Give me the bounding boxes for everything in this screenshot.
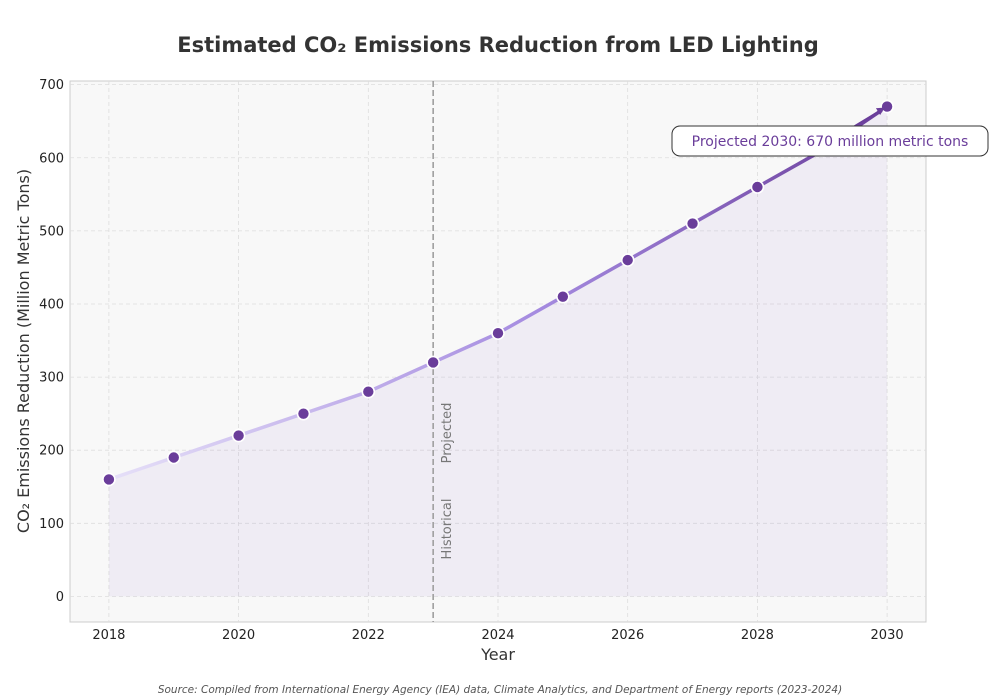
x-tick-labels: 2018 2020 2022 2024 2026 2028 2030 [92, 628, 903, 643]
source-note: Source: Compiled from International Ener… [158, 684, 842, 696]
data-point-2030 [881, 101, 893, 113]
data-point-2025 [557, 291, 569, 303]
y-tick-label: 100 [39, 517, 64, 532]
x-tick-label: 2020 [222, 628, 255, 643]
y-tick-label: 300 [39, 371, 64, 386]
y-tick-label: 200 [39, 444, 64, 459]
data-point-2023 [427, 356, 439, 368]
x-tick-label: 2028 [741, 628, 774, 643]
historical-label: Historical [440, 499, 455, 560]
data-point-2018 [103, 473, 115, 485]
data-point-2027 [687, 218, 699, 230]
y-tick-label: 0 [56, 590, 64, 605]
x-tick-label: 2030 [871, 628, 904, 643]
x-tick-label: 2018 [92, 628, 125, 643]
y-tick-label: 400 [39, 297, 64, 312]
y-tick-label: 500 [39, 224, 64, 239]
y-tick-label: 600 [39, 151, 64, 166]
data-point-2028 [751, 181, 763, 193]
x-axis-label: Year [480, 645, 515, 664]
y-axis-label: CO₂ Emissions Reduction (Million Metric … [14, 169, 33, 533]
chart-title: Estimated CO₂ Emissions Reduction from L… [177, 33, 818, 57]
data-point-2024 [492, 327, 504, 339]
data-point-2026 [622, 254, 634, 266]
projected-label: Projected [440, 403, 455, 464]
x-tick-label: 2024 [481, 628, 514, 643]
data-point-2021 [297, 408, 309, 420]
annotation-text: Projected 2030: 670 million metric tons [692, 134, 969, 150]
line-chart: Estimated CO₂ Emissions Reduction from L… [0, 0, 1000, 700]
data-point-2022 [362, 386, 374, 398]
x-tick-label: 2026 [611, 628, 644, 643]
data-point-2020 [233, 430, 245, 442]
y-tick-label: 700 [39, 78, 64, 93]
y-tick-labels: 0 100 200 300 400 500 600 700 [39, 78, 64, 605]
data-point-2019 [168, 452, 180, 464]
x-tick-label: 2022 [352, 628, 385, 643]
